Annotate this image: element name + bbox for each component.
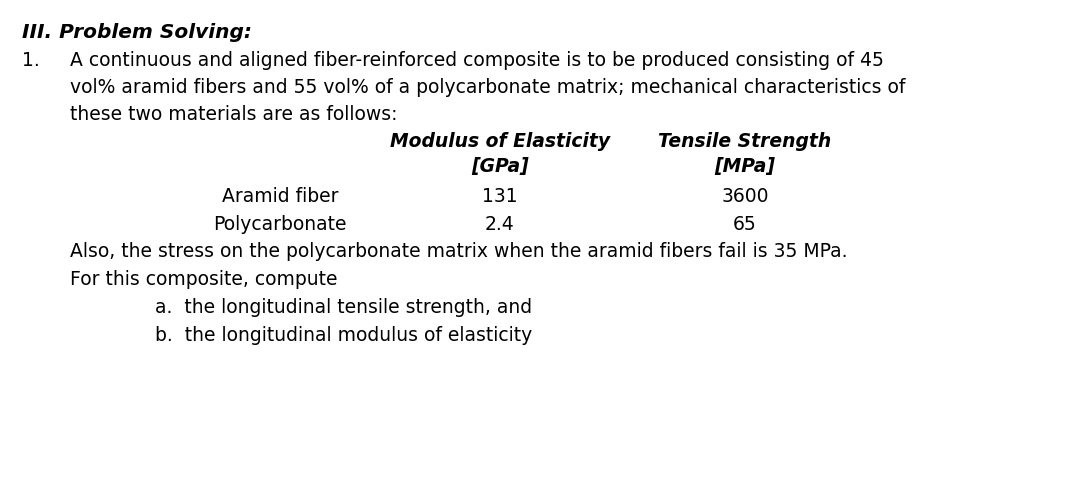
Text: Modulus of Elasticity: Modulus of Elasticity: [390, 132, 610, 151]
Text: Tensile Strength: Tensile Strength: [658, 132, 832, 151]
Text: [MPa]: [MPa]: [715, 157, 775, 176]
Text: 2.4: 2.4: [485, 215, 514, 234]
Text: 3600: 3600: [722, 187, 768, 206]
Text: Also, the stress on the polycarbonate matrix when the aramid fibers fail is 35 M: Also, the stress on the polycarbonate ma…: [70, 242, 848, 261]
Text: vol% aramid fibers and 55 vol% of a polycarbonate matrix; mechanical characteris: vol% aramid fibers and 55 vol% of a poly…: [70, 78, 906, 97]
Text: these two materials are as follows:: these two materials are as follows:: [70, 105, 398, 124]
Text: Aramid fiber: Aramid fiber: [221, 187, 338, 206]
Text: A continuous and aligned fiber-reinforced composite is to be produced consisting: A continuous and aligned fiber-reinforce…: [70, 51, 884, 70]
Text: 131: 131: [482, 187, 518, 206]
Text: [GPa]: [GPa]: [471, 157, 529, 176]
Text: 1.: 1.: [22, 51, 39, 70]
Text: b.  the longitudinal modulus of elasticity: b. the longitudinal modulus of elasticit…: [155, 326, 532, 345]
Text: Polycarbonate: Polycarbonate: [214, 215, 347, 234]
Text: For this composite, compute: For this composite, compute: [70, 270, 338, 289]
Text: 65: 65: [734, 215, 756, 234]
Text: III. Problem Solving:: III. Problem Solving:: [22, 23, 252, 42]
Text: a.  the longitudinal tensile strength, and: a. the longitudinal tensile strength, an…: [155, 298, 532, 317]
